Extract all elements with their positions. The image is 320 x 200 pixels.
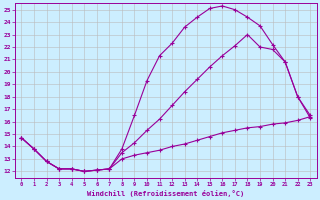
X-axis label: Windchill (Refroidissement éolien,°C): Windchill (Refroidissement éolien,°C) [87, 190, 244, 197]
